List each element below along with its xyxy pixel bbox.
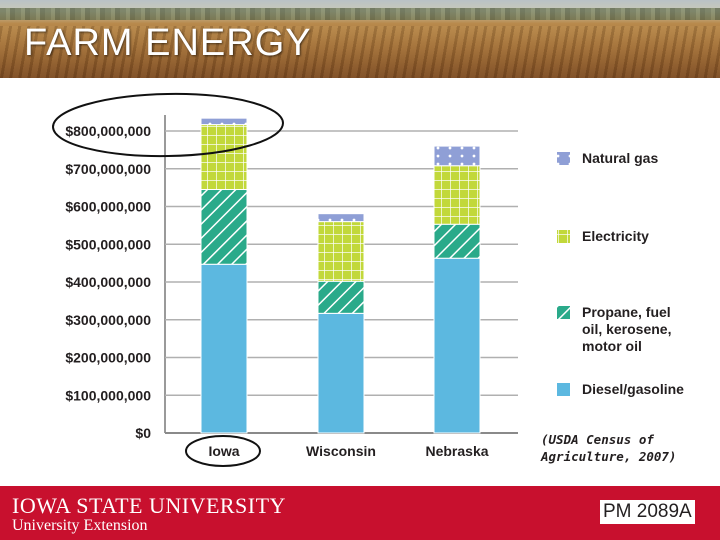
highlight-oval-iowa xyxy=(185,435,261,467)
bar-wisconsin-diesel-gasoline xyxy=(317,312,365,434)
y-tick-label: $800,000,000 xyxy=(65,123,151,139)
y-tick-label: $600,000,000 xyxy=(65,199,151,215)
bar-wisconsin-propane xyxy=(317,280,365,314)
y-tick-label: $500,000,000 xyxy=(65,236,151,252)
legend-swatch xyxy=(557,230,570,243)
legend-label: Electricity xyxy=(582,228,649,244)
x-category-label: Nebraska xyxy=(425,443,488,459)
legend-label: Natural gas xyxy=(582,150,658,166)
banner-field-rows xyxy=(0,26,720,78)
bar-iowa-electricity xyxy=(200,124,248,191)
bar-iowa-natural-gas xyxy=(200,117,248,126)
header-banner: FARM ENERGY xyxy=(0,0,720,78)
legend-label: Diesel/gasoline xyxy=(582,381,684,397)
publication-number: PM 2089A xyxy=(600,500,695,524)
source-note: (USDA Census of Agriculture, 2007) xyxy=(541,432,677,464)
bar-nebraska-propane xyxy=(433,223,481,259)
bar-nebraska-natural-gas xyxy=(433,145,481,167)
legend-swatch xyxy=(557,383,570,396)
banner-treeline xyxy=(0,8,720,20)
y-tick-label: $100,000,000 xyxy=(65,387,151,403)
bar-wisconsin-electricity xyxy=(317,221,365,282)
x-category-label: Wisconsin xyxy=(306,443,376,459)
legend-swatch xyxy=(557,306,570,319)
extension-label: University Extension xyxy=(12,517,148,534)
university-wordmark: IOWA STATE UNIVERSITY xyxy=(12,493,286,518)
page-title: FARM ENERGY xyxy=(24,22,312,64)
bar-nebraska-electricity xyxy=(433,165,481,225)
y-tick-label: $400,000,000 xyxy=(65,274,151,290)
highlight-oval-top xyxy=(52,92,284,158)
y-tick-label: $200,000,000 xyxy=(65,350,151,366)
legend-swatch xyxy=(557,152,570,165)
y-tick-label: $0 xyxy=(135,425,151,441)
bar-nebraska-diesel-gasoline xyxy=(433,257,481,434)
stacked-bar-chart: $0 $100,000,000 $200,000,000 $300,000,000 $4… xyxy=(52,92,684,467)
bar-iowa-diesel-gasoline xyxy=(200,263,248,434)
y-tick-label: $700,000,000 xyxy=(65,161,151,177)
legend-label: Propane, fuel oil, kerosene, motor oil xyxy=(582,304,671,354)
y-tick-label: $300,000,000 xyxy=(65,312,151,328)
bar-wisconsin-natural-gas xyxy=(317,213,365,223)
x-category-label: Iowa xyxy=(208,443,239,459)
footer-bar: IOWA STATE UNIVERSITY University Extensi… xyxy=(0,486,720,540)
bar-iowa-propane xyxy=(200,189,248,265)
